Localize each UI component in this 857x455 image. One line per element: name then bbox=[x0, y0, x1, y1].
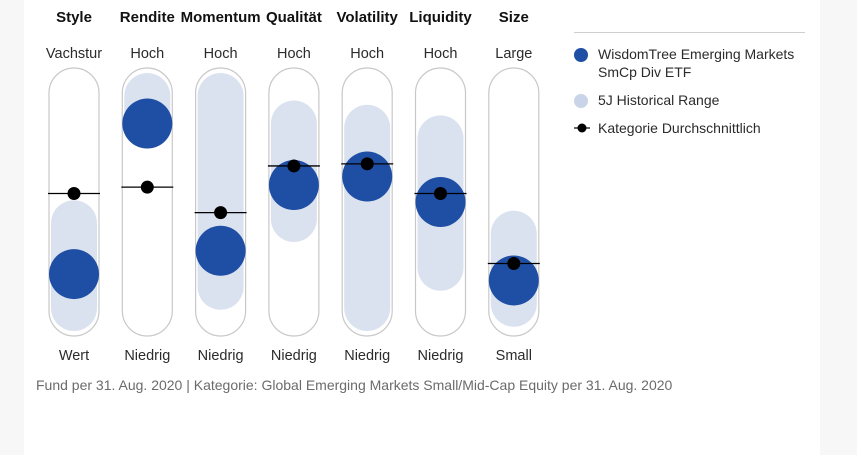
bottom-label-size: Small bbox=[496, 348, 532, 364]
column-header-style: Style bbox=[56, 9, 92, 26]
fund-bubble-size bbox=[488, 255, 539, 306]
legend: WisdomTree Emerging Markets SmCp Div ETF… bbox=[574, 32, 805, 137]
right-margin bbox=[820, 0, 857, 455]
bottom-label-volatility: Niedrig bbox=[344, 348, 390, 364]
column-header-liquidity: Liquidity bbox=[409, 9, 472, 26]
top-label-size: Large bbox=[495, 46, 532, 62]
category-dot-rendite bbox=[140, 180, 154, 194]
top-label-rendite: Hoch bbox=[130, 46, 164, 62]
bottom-label-momentum: Niedrig bbox=[198, 348, 244, 364]
top-label-qualit-t: Hoch bbox=[277, 46, 311, 62]
category-dot-style bbox=[67, 187, 81, 201]
fund-bubble-qualit-t bbox=[268, 160, 319, 211]
column-header-size: Size bbox=[499, 9, 529, 26]
legend-category-marker bbox=[574, 123, 590, 133]
top-label-style: Vachstur bbox=[46, 46, 102, 62]
range-bar-volatility bbox=[344, 104, 391, 331]
legend-item-fund: WisdomTree Emerging Markets SmCp Div ETF bbox=[574, 45, 805, 81]
category-dot-size bbox=[507, 256, 521, 270]
category-dot-momentum bbox=[214, 206, 228, 220]
column-header-volatility: Volatility bbox=[336, 9, 398, 26]
legend-fund-marker bbox=[574, 48, 588, 62]
legend-item-category: Kategorie Durchschnittlich bbox=[574, 119, 805, 137]
column-header-rendite: Rendite bbox=[120, 9, 175, 26]
legend-range-marker bbox=[574, 94, 588, 108]
category-dot-liquidity bbox=[434, 187, 447, 201]
bottom-label-liquidity: Niedrig bbox=[418, 348, 464, 364]
fund-bubble-style bbox=[49, 249, 99, 300]
fund-bubble-liquidity bbox=[415, 177, 466, 227]
fund-bubble-rendite bbox=[122, 98, 173, 149]
bottom-label-rendite: Niedrig bbox=[124, 348, 170, 364]
legend-range-label: 5J Historical Range bbox=[598, 92, 720, 108]
column-header-momentum: Momentum bbox=[181, 9, 261, 26]
left-margin bbox=[0, 0, 24, 455]
legend-fund-label: WisdomTree Emerging Markets SmCp Div ETF bbox=[598, 46, 795, 80]
bottom-label-style: Wert bbox=[59, 348, 89, 364]
column-header-qualit-t: Qualität bbox=[266, 9, 322, 26]
category-dot-volatility bbox=[360, 157, 374, 171]
bottom-label-qualit-t: Niedrig bbox=[271, 348, 317, 364]
top-label-liquidity: Hoch bbox=[424, 46, 458, 62]
top-label-momentum: Hoch bbox=[204, 46, 238, 62]
footer-note: Fund per 31. Aug. 2020 | Kategorie: Glob… bbox=[36, 377, 673, 393]
fund-bubble-momentum bbox=[195, 225, 246, 276]
legend-item-range: 5J Historical Range bbox=[574, 91, 805, 109]
top-label-volatility: Hoch bbox=[350, 46, 384, 62]
category-dot-qualit-t bbox=[287, 159, 301, 173]
legend-category-label: Kategorie Durchschnittlich bbox=[598, 120, 761, 136]
